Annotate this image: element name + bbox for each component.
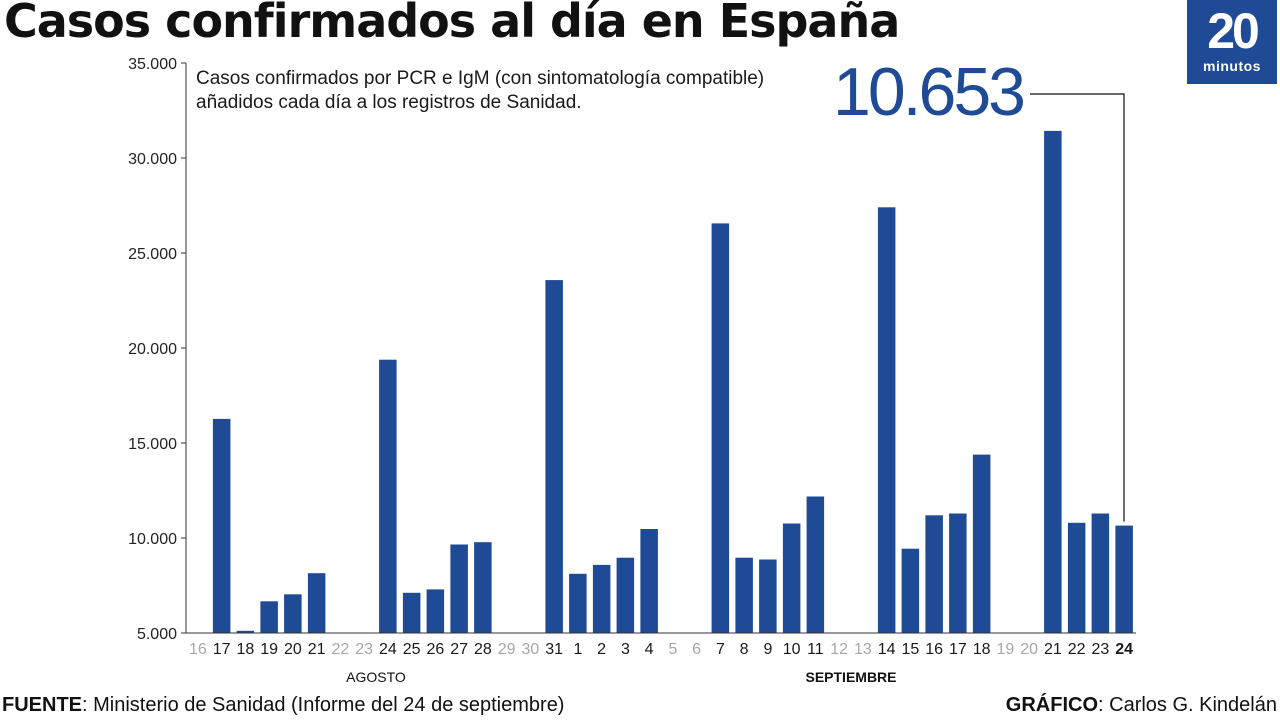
x-tick-label: 17 bbox=[949, 641, 967, 658]
x-tick-label: 24 bbox=[1115, 641, 1133, 658]
x-tick-label: 1 bbox=[573, 641, 582, 658]
bar-sep-4 bbox=[640, 529, 658, 633]
x-tick-label: 22 bbox=[332, 641, 350, 658]
x-tick-label: 24 bbox=[379, 641, 397, 658]
x-tick-label: 19 bbox=[997, 641, 1015, 658]
bar-ago-31 bbox=[545, 280, 563, 633]
bar-ago-24 bbox=[379, 359, 397, 633]
x-tick-label: 31 bbox=[545, 641, 563, 658]
x-tick-label: 6 bbox=[692, 641, 701, 658]
20minutos-logo: 20 minutos bbox=[1187, 0, 1277, 84]
x-tick-label: 5 bbox=[668, 641, 677, 658]
x-tick-label: 21 bbox=[1044, 641, 1062, 658]
y-tick-label: 35.000 bbox=[128, 56, 177, 73]
chart-subtitle: Casos confirmados por PCR e IgM (con sin… bbox=[196, 68, 765, 113]
bar-ago-19 bbox=[260, 601, 278, 633]
x-tick-label: 22 bbox=[1068, 641, 1086, 658]
bar-sep-14 bbox=[877, 207, 896, 634]
x-tick-label: 16 bbox=[925, 641, 943, 658]
highlight-value: 10.653 bbox=[833, 54, 1026, 130]
source-credit: FUENTE: Ministerio de Sanidad (Informe d… bbox=[2, 694, 564, 717]
logo-word: minutos bbox=[1203, 58, 1261, 74]
x-tick-label: 9 bbox=[763, 641, 772, 658]
month-labels: AGOSTO SEPTIEMBRE bbox=[346, 669, 896, 685]
callout-leader bbox=[1030, 93, 1125, 522]
y-tick-label: 20.000 bbox=[128, 341, 177, 358]
y-axis: 5.000 10.000 15.000 20.000 25.000 30.000 35.00… bbox=[128, 56, 187, 643]
source-label: FUENTE bbox=[2, 694, 82, 716]
bar-sep-11 bbox=[806, 496, 825, 633]
y-tick-label: 30.000 bbox=[128, 151, 177, 168]
x-tick-label: 15 bbox=[902, 641, 920, 658]
y-tick-label: 10.000 bbox=[128, 531, 177, 548]
x-tick-label: 20 bbox=[284, 641, 302, 658]
bar-sep-10 bbox=[782, 523, 801, 633]
bar-sep-24 bbox=[1115, 525, 1133, 633]
x-tick-label: 29 bbox=[498, 641, 516, 658]
bar-sep-2 bbox=[592, 564, 611, 633]
bar-ago-17 bbox=[212, 418, 231, 633]
x-tick-label: 28 bbox=[474, 641, 492, 658]
x-tick-label: 20 bbox=[1020, 641, 1038, 658]
graphic-label: GRÁFICO bbox=[1005, 694, 1099, 716]
x-tick-label: 3 bbox=[621, 641, 630, 658]
bar-sep-18 bbox=[972, 454, 991, 633]
bar-sep-7 bbox=[711, 223, 730, 633]
x-tick-label: 19 bbox=[260, 641, 278, 658]
graphic-credit: GRÁFICO: Carlos G. Kindelán bbox=[1006, 694, 1277, 717]
callout-leader-line bbox=[1030, 93, 1125, 522]
bar-ago-28 bbox=[474, 542, 492, 633]
bar-sep-8 bbox=[735, 557, 753, 633]
x-tick-label: 2 bbox=[597, 641, 606, 658]
bar-ago-27 bbox=[450, 544, 468, 633]
bar-sep-22 bbox=[1067, 522, 1086, 633]
x-tick-label: 27 bbox=[450, 641, 468, 658]
source-text: : Ministerio de Sanidad (Informe del 24 … bbox=[82, 694, 565, 716]
bar-ago-26 bbox=[426, 589, 445, 633]
bar-ago-21 bbox=[307, 573, 326, 633]
bar-sep-3 bbox=[616, 557, 635, 633]
x-tick-label: 23 bbox=[355, 641, 373, 658]
bar-ago-20 bbox=[284, 594, 302, 633]
x-tick-label: 18 bbox=[973, 641, 991, 658]
month-label-agosto: AGOSTO bbox=[346, 669, 406, 685]
bar-ago-18 bbox=[236, 630, 255, 633]
bar-sep-15 bbox=[901, 548, 920, 633]
chart-title: Casos confirmados al día en España bbox=[4, 0, 900, 48]
x-tick-label: 23 bbox=[1092, 641, 1110, 658]
logo-number: 20 bbox=[1207, 3, 1260, 59]
x-tick-label: 10 bbox=[783, 641, 801, 658]
x-tick-label: 30 bbox=[522, 641, 540, 658]
x-axis: 16 17 18 19 20 21 22 23 24 25 26 27 28 29 30 31 1 2 3 4 5 6 7 8… bbox=[186, 632, 1136, 658]
x-tick-label: 18 bbox=[237, 641, 255, 658]
y-tick-label: 15.000 bbox=[128, 436, 177, 453]
month-label-septiembre: SEPTIEMBRE bbox=[805, 669, 896, 685]
x-tick-label: 21 bbox=[308, 641, 326, 658]
x-tick-label: 26 bbox=[427, 641, 445, 658]
graphic-text: : Carlos G. Kindelán bbox=[1098, 694, 1277, 716]
x-tick-label: 7 bbox=[716, 641, 725, 658]
bar-ago-25 bbox=[402, 592, 421, 633]
bar-sep-23 bbox=[1091, 513, 1110, 633]
x-tick-label: 25 bbox=[403, 641, 421, 658]
x-tick-label: 14 bbox=[878, 641, 896, 658]
x-tick-label: 17 bbox=[213, 641, 231, 658]
x-tick-label: 8 bbox=[740, 641, 749, 658]
bars bbox=[212, 130, 1133, 634]
bar-sep-16 bbox=[925, 515, 943, 633]
bar-sep-17 bbox=[949, 513, 967, 633]
x-tick-label: 16 bbox=[189, 641, 207, 658]
y-tick-label: 5.000 bbox=[137, 626, 177, 643]
bar-sep-21 bbox=[1044, 130, 1062, 633]
x-tick-label: 13 bbox=[854, 641, 872, 658]
y-tick-label: 25.000 bbox=[128, 246, 177, 263]
x-tick-label: 12 bbox=[830, 641, 848, 658]
bar-sep-9 bbox=[759, 559, 777, 633]
x-tick-label: 4 bbox=[645, 641, 654, 658]
x-tick-label: 11 bbox=[807, 641, 824, 658]
bar-sep-1 bbox=[569, 573, 587, 633]
